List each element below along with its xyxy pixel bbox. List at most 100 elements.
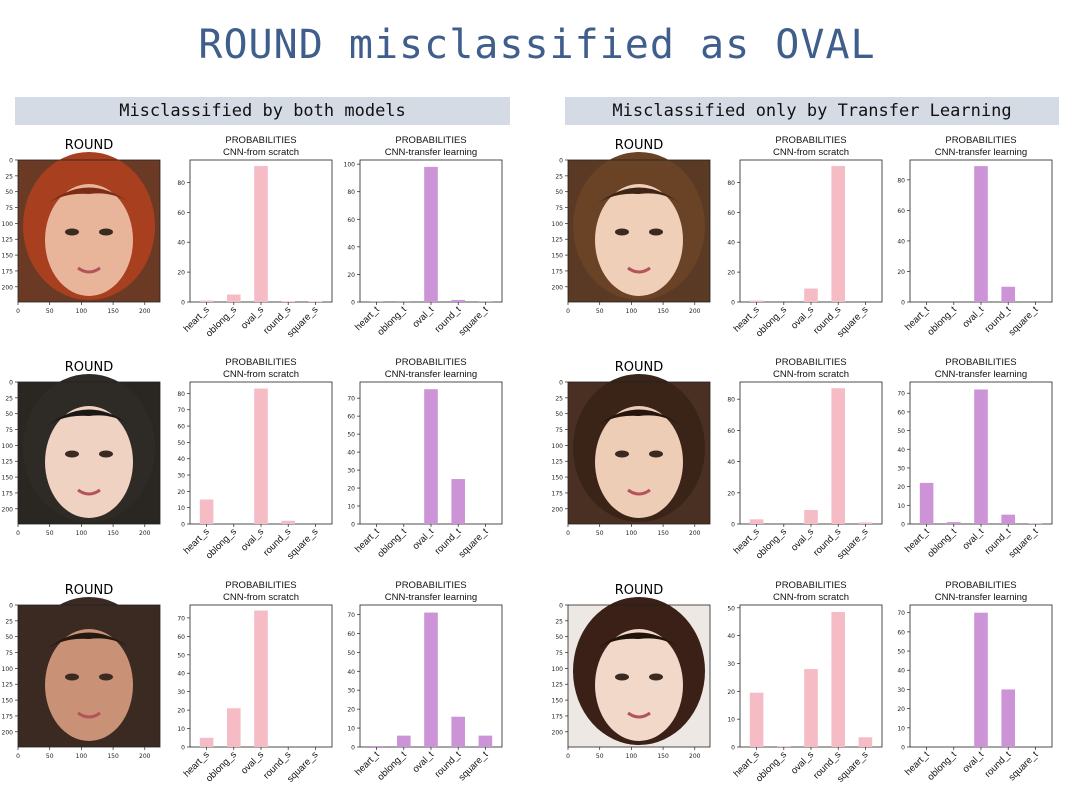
y-tick-label: 50 — [177, 440, 185, 447]
y-tick-label: 80 — [727, 180, 735, 187]
face-y-tick-label: 50 — [555, 189, 563, 196]
face-x-tick-label: 200 — [689, 753, 701, 760]
face-y-tick-label: 125 — [552, 459, 564, 466]
y-tick-label: 80 — [727, 397, 735, 404]
face-y-tick-label: 175 — [2, 490, 14, 497]
y-tick-label: 40 — [177, 671, 185, 678]
face-y-axis: 0 25 50 75 100 125 150 175 200 — [2, 380, 18, 513]
y-tick-label: 100 — [344, 162, 356, 169]
face-y-tick-label: 0 — [559, 603, 563, 610]
face-photo — [567, 597, 711, 748]
chart-title-line2: CNN-transfer learning — [385, 369, 477, 380]
bar-oval_s — [804, 509, 818, 524]
chart-title-line2: CNN-from scratch — [223, 147, 299, 158]
face-y-axis: 0 25 50 75 100 125 150 175 200 — [552, 603, 568, 736]
y-tick-label: 60 — [897, 629, 905, 636]
y-tick-label: 50 — [727, 605, 735, 612]
face-y-tick-label: 75 — [5, 427, 13, 434]
face-y-tick-label: 100 — [552, 221, 564, 228]
y-tick-label: 50 — [897, 428, 905, 435]
bar-round_t — [451, 299, 465, 302]
bar-oblong_t — [947, 522, 961, 524]
face-y-tick-label: 75 — [555, 650, 563, 657]
bar-heart_s — [749, 300, 764, 302]
y-tick-label: 0 — [901, 300, 905, 307]
y-tick-label: 0 — [731, 745, 735, 752]
chart-title-line2: CNN-from scratch — [773, 369, 849, 380]
y-tick-label: 40 — [177, 240, 185, 247]
y-tick-label: 60 — [347, 217, 355, 224]
face-x-tick-label: 200 — [689, 530, 701, 537]
y-tick-label: 20 — [727, 270, 735, 277]
y-tick-label: 60 — [177, 210, 185, 217]
face-y-tick-label: 200 — [2, 729, 14, 736]
bar-oval_s — [254, 610, 268, 747]
face-y-tick-label: 0 — [9, 603, 13, 610]
face-y-tick-label: 75 — [555, 205, 563, 212]
y-tick-label: 20 — [897, 269, 905, 276]
face-x-tick-label: 0 — [16, 753, 20, 760]
y-tick-label: 30 — [897, 687, 905, 694]
result-panel-2: ROUND 0 25 50 75 100 125 150 175 200 0 50 100 150 200 P… — [550, 130, 1074, 353]
result-panel-6: ROUND 0 25 50 75 100 125 150 175 200 0 50 100 150 200 P… — [550, 575, 1074, 798]
bar-oval_s — [254, 388, 268, 524]
x-tick-label: oblong_s — [204, 526, 239, 561]
bar-oval_t — [424, 389, 438, 524]
y-tick-label: 0 — [901, 522, 905, 529]
face-y-tick-label: 25 — [555, 395, 563, 402]
bar-square_t — [1028, 523, 1043, 524]
face-y-tick-label: 200 — [552, 284, 564, 291]
face-y-tick-label: 25 — [5, 618, 13, 625]
bar-oblong_s — [777, 746, 791, 747]
result-panel-3: ROUND 0 25 50 75 100 125 150 175 200 0 50 100 150 200 P… — [0, 352, 545, 575]
face-y-tick-label: 50 — [5, 634, 13, 641]
chart-title-line2: CNN-transfer learning — [935, 147, 1027, 158]
true-class-label: ROUND — [614, 583, 664, 598]
y-tick-label: 30 — [347, 688, 355, 695]
face-x-tick-label: 200 — [689, 308, 701, 315]
y-tick-label: 20 — [727, 490, 735, 497]
face-y-tick-label: 100 — [552, 666, 564, 673]
result-panel-5: ROUND 0 25 50 75 100 125 150 175 200 0 50 100 150 200 P… — [0, 575, 545, 798]
y-tick-label: 70 — [177, 407, 185, 414]
chart-title-line2: CNN-transfer learning — [385, 147, 477, 158]
y-tick-label: 10 — [347, 504, 355, 511]
face-y-tick-label: 25 — [5, 173, 13, 180]
face-x-axis: 0 50 100 150 200 — [16, 302, 151, 315]
bar-oval_t — [974, 612, 988, 747]
face-x-tick-label: 50 — [46, 308, 54, 315]
face-photo — [17, 374, 161, 525]
y-tick-label: 60 — [897, 409, 905, 416]
face-y-tick-label: 200 — [552, 729, 564, 736]
y-tick-label: 0 — [901, 745, 905, 752]
bar-round_s — [831, 165, 845, 302]
y-tick-label: 20 — [727, 689, 735, 696]
y-tick-label: 0 — [351, 522, 355, 529]
face-x-tick-label: 50 — [596, 308, 604, 315]
y-tick-label: 50 — [347, 650, 355, 657]
x-tick-label: oblong_s — [204, 304, 239, 339]
face-x-axis: 0 50 100 150 200 — [566, 524, 701, 537]
y-tick-label: 30 — [727, 661, 735, 668]
y-tick-label: 70 — [347, 612, 355, 619]
y-tick-label: 70 — [897, 391, 905, 398]
bar-heart_s — [199, 300, 214, 302]
chart-title-line1: PROBABILITIES — [945, 580, 1016, 591]
y-tick-label: 40 — [727, 459, 735, 466]
true-class-label: ROUND — [64, 138, 114, 153]
face-y-tick-label: 150 — [2, 475, 14, 482]
y-tick-label: 70 — [897, 610, 905, 617]
face-x-tick-label: 100 — [76, 308, 88, 315]
y-tick-label: 30 — [897, 465, 905, 472]
face-x-axis: 0 50 100 150 200 — [16, 747, 151, 760]
chart-title-line1: PROBABILITIES — [395, 357, 466, 368]
face-x-tick-label: 150 — [657, 530, 669, 537]
x-tick-label: oblong_t — [925, 526, 959, 560]
